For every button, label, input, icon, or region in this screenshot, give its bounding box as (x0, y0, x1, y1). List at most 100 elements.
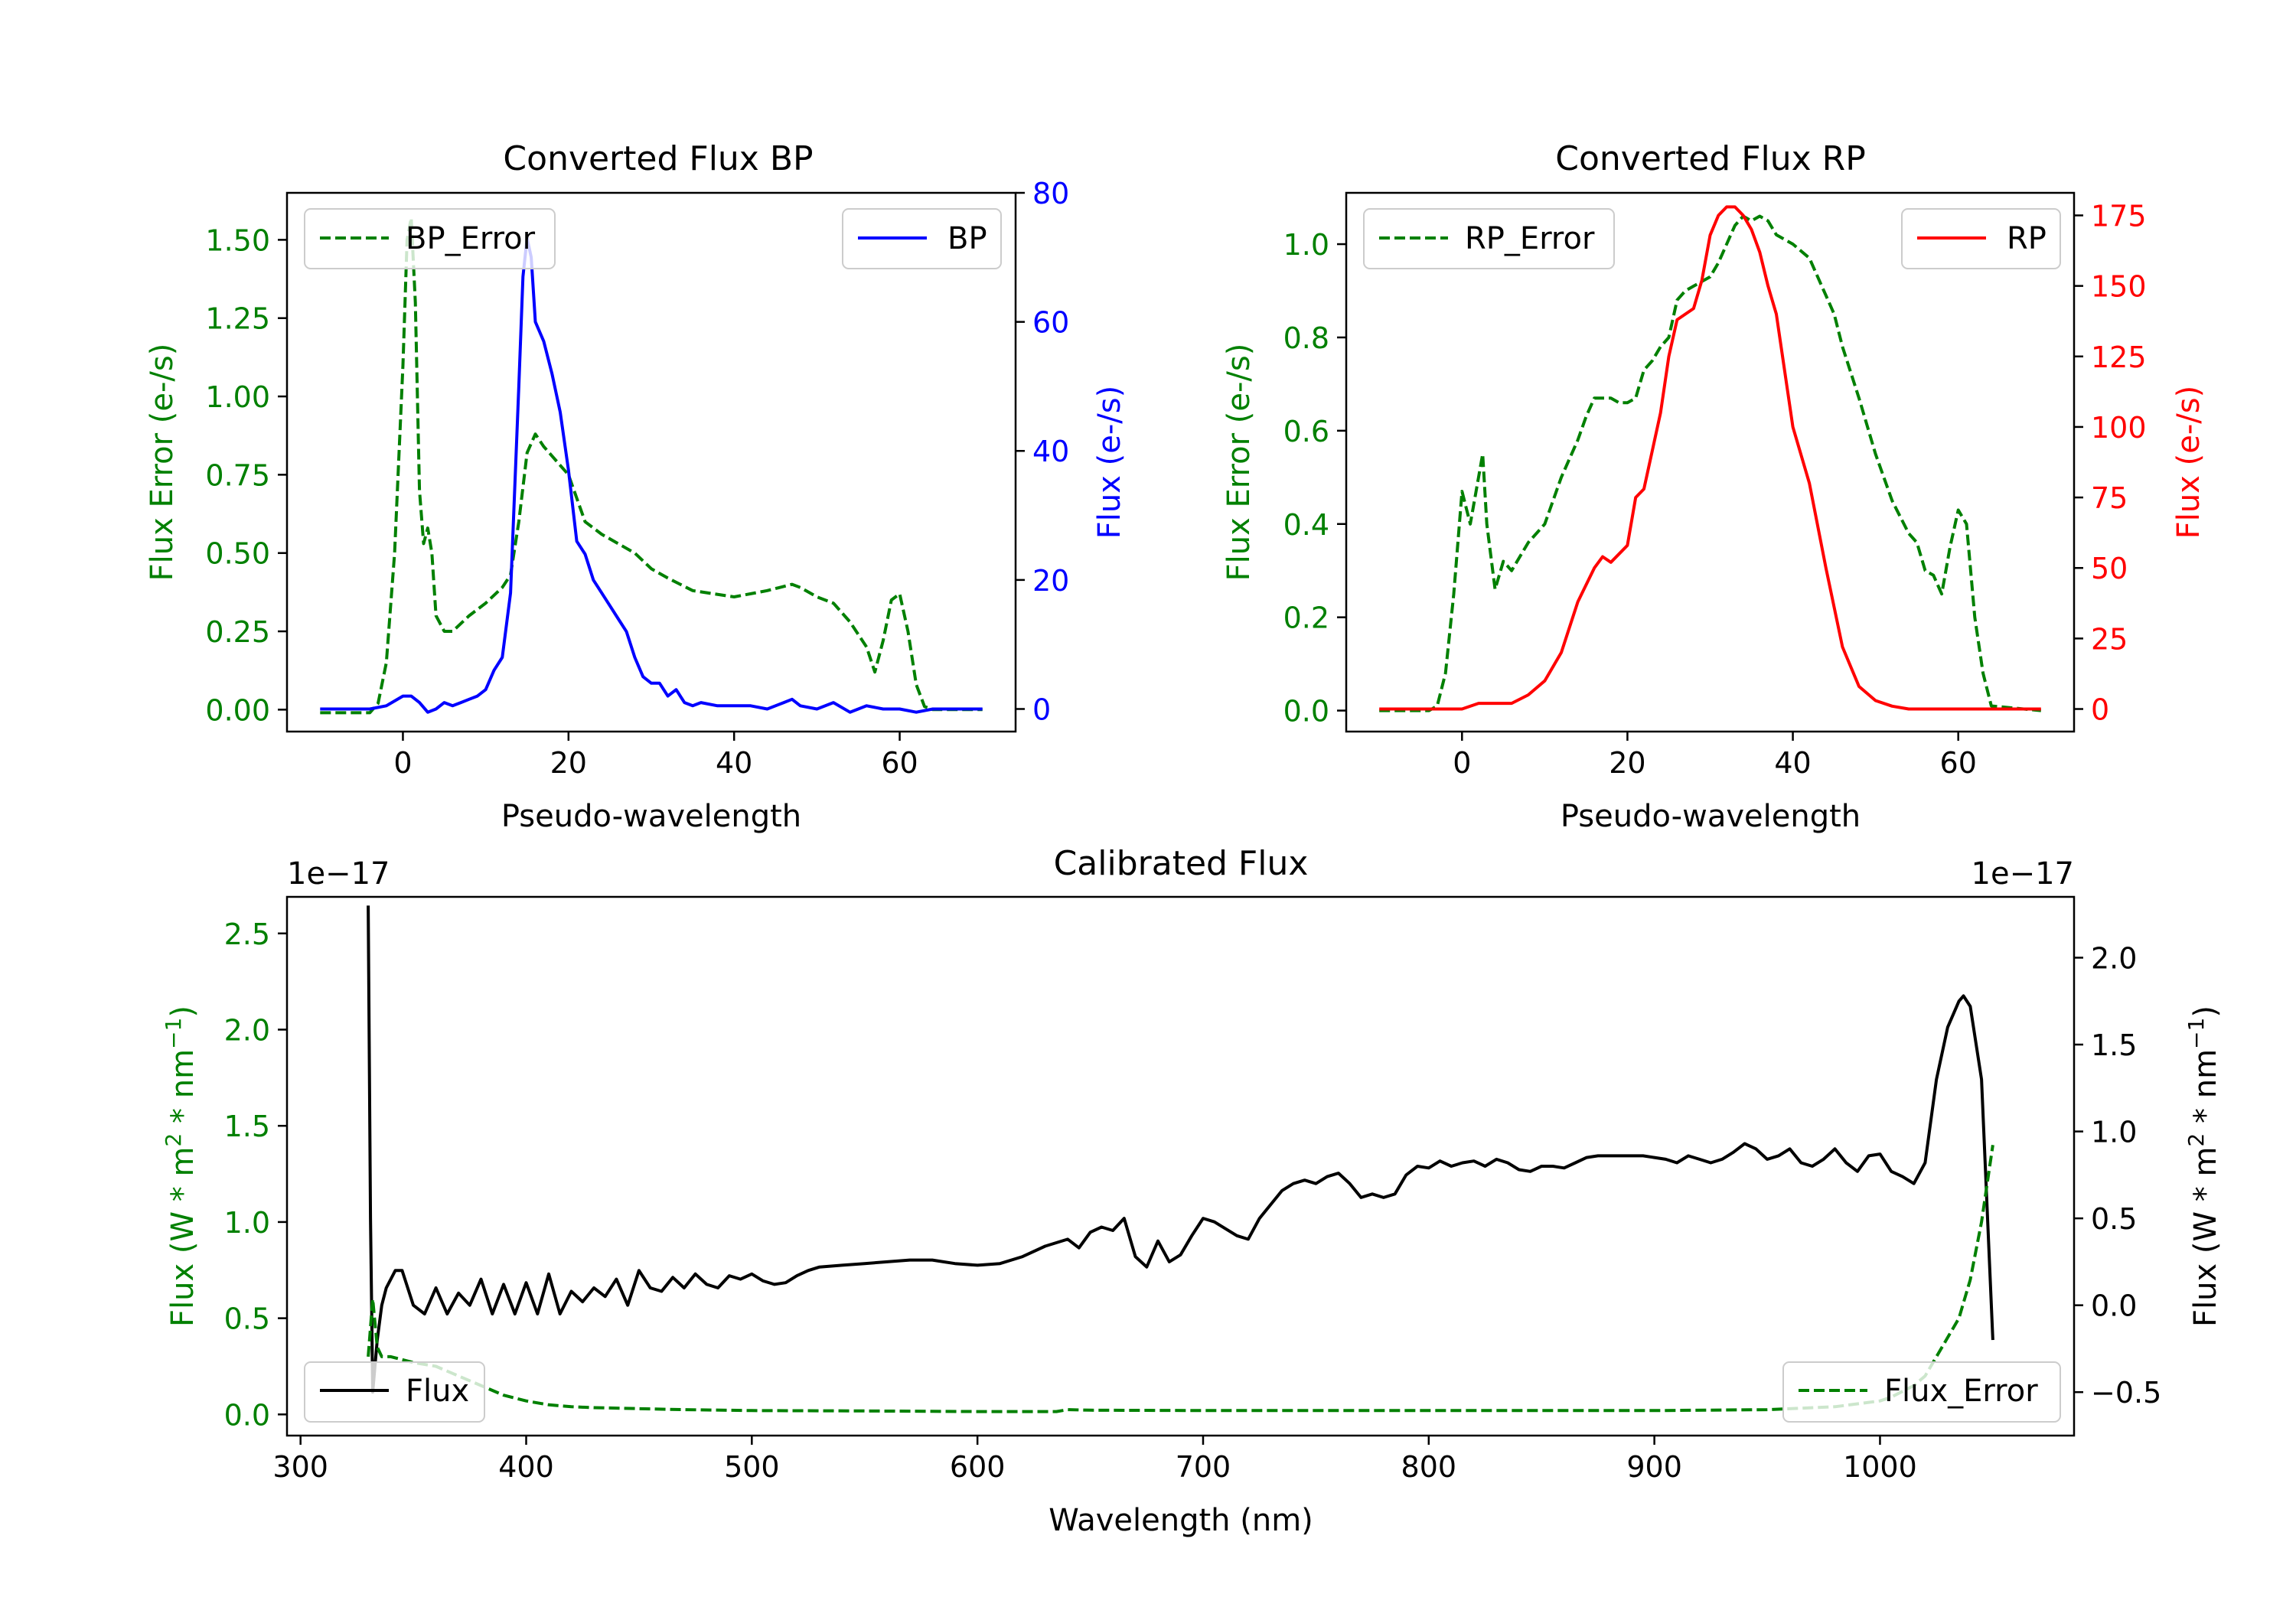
calibrated-left-ticks: 0.0 0.5 1.0 1.5 2.0 2.5 (224, 918, 287, 1432)
calibrated-right-tick-label: 2.0 (2091, 941, 2137, 975)
bp-x-axis-label: Pseudo-wavelength (501, 799, 801, 834)
calibrated-legend-left: Flux (304, 1361, 485, 1423)
rp-series-rp-error (1379, 214, 2041, 712)
bp-left-tick-label: 1.50 (205, 223, 270, 257)
calibrated-left-offset: 1e−17 (287, 856, 390, 892)
calibrated-legend-right: Flux_Error (1782, 1361, 2061, 1423)
rp-right-tick-label: 125 (2091, 341, 2147, 374)
rp-right-tick-label: 25 (2091, 622, 2128, 656)
rp-legend-left-label: RP_Error (1465, 221, 1595, 256)
rp-x-tick-label: 0 (1453, 746, 1471, 780)
calibrated-right-label-exp1: 2 (2183, 1133, 2209, 1147)
bp-right-tick-label: 20 (1032, 564, 1069, 598)
calibrated-left-tick-label: 0.0 (224, 1398, 270, 1432)
calibrated-left-tick-label: 2.0 (224, 1013, 270, 1047)
calibrated-left-label-mid: * nm (165, 1049, 201, 1133)
calibrated-right-tick-label: 0.0 (2091, 1289, 2137, 1323)
calibrated-x-ticks: 300 400 500 600 700 800 900 1000 (272, 1436, 1917, 1484)
rp-legend-left-box (1363, 208, 1615, 269)
calibrated-x-tick-label: 500 (724, 1450, 780, 1484)
calibrated-right-label-mid: * nm (2188, 1049, 2223, 1133)
calibrated-x-tick-label: 600 (950, 1450, 1006, 1484)
bp-left-tick-label: 0.25 (205, 615, 270, 649)
bp-legend-left-box (304, 208, 556, 269)
bp-series-bp (320, 236, 983, 714)
calibrated-right-tick-label: 0.5 (2091, 1202, 2137, 1236)
rp-x-tick-label: 20 (1609, 746, 1645, 780)
rp-right-axis-label: Flux (e-/s) (2171, 386, 2206, 539)
rp-right-tick-label: 150 (2091, 270, 2147, 304)
bp-series-bp-error (320, 216, 983, 715)
calibrated-x-axis-label: Wavelength (nm) (1049, 1503, 1313, 1538)
calibrated-left-tick-label: 2.5 (224, 918, 270, 951)
calibrated-panel: Calibrated Flux 1e−17 1e−17 300 400 500 600… (161, 844, 2224, 1538)
rp-right-tick-label: 100 (2091, 411, 2147, 445)
rp-legend-right: RP (1901, 208, 2061, 269)
calibrated-left-tick-label: 1.0 (224, 1206, 270, 1240)
rp-right-tick-label: 75 (2091, 481, 2128, 515)
rp-left-axis-label: Flux Error (e-/s) (1221, 344, 1257, 582)
calibrated-left-label-exp1: 2 (161, 1133, 186, 1147)
bp-panel: Converted Flux BP 0 20 40 60 0.000.250.500.… (145, 139, 1127, 834)
calibrated-legend-right-label: Flux_Error (1884, 1374, 2038, 1409)
calibrated-x-tick-label: 700 (1176, 1450, 1231, 1484)
bp-right-tick-label: 0 (1032, 693, 1051, 726)
calibrated-left-axis-label: Flux (W * m2 * nm−1) (161, 1006, 201, 1327)
calibrated-right-ticks: −0.5 0.0 0.5 1.0 1.5 2.0 (2074, 941, 2161, 1410)
bp-x-tick-label: 40 (716, 746, 752, 780)
calibrated-x-tick-label: 300 (272, 1450, 328, 1484)
calibrated-series-flux (367, 905, 1994, 1394)
calibrated-left-label-end: ) (165, 1006, 201, 1018)
rp-x-ticks: 0 20 40 60 (1453, 732, 1977, 780)
rp-plot-frame (1345, 191, 2076, 733)
rp-legend-right-label: RP (2007, 221, 2047, 256)
bp-left-tick-label: 1.00 (205, 380, 270, 414)
rp-title: Converted Flux RP (1555, 139, 1866, 178)
bp-x-ticks: 0 20 40 60 (393, 732, 918, 780)
calibrated-x-tick-label: 1000 (1843, 1450, 1917, 1484)
rp-legend-left: RP_Error (1363, 208, 1615, 269)
rp-right-tick-label: 0 (2091, 693, 2109, 727)
bp-series-group (320, 216, 983, 715)
calibrated-x-tick-label: 800 (1401, 1450, 1457, 1484)
bp-right-tick-label: 80 (1032, 177, 1069, 210)
calibrated-right-tick-label: 1.0 (2091, 1116, 2137, 1149)
bp-left-tick-label: 0.75 (205, 458, 270, 492)
bp-left-tick-label: 1.25 (205, 302, 270, 336)
rp-right-tick-label: 50 (2091, 552, 2128, 585)
rp-left-ticks: 0.0 0.2 0.4 0.6 0.8 1.0 (1283, 228, 1346, 729)
rp-left-tick-label: 0.8 (1283, 321, 1329, 355)
rp-series-group (1379, 205, 2041, 712)
rp-x-tick-label: 60 (1940, 746, 1977, 780)
calibrated-legend-left-box (304, 1361, 485, 1423)
calibrated-left-tick-label: 0.5 (224, 1302, 270, 1336)
rp-left-tick-label: 1.0 (1283, 228, 1329, 262)
rp-left-tick-label: 0.4 (1283, 508, 1329, 542)
bp-right-ticks: 0 20 40 60 80 (1016, 177, 1069, 726)
calibrated-x-tick-label: 400 (498, 1450, 554, 1484)
bp-x-tick-label: 60 (881, 746, 918, 780)
calibrated-x-tick-label: 900 (1626, 1450, 1682, 1484)
bp-left-tick-label: 0.50 (205, 537, 270, 571)
rp-panel: Converted Flux RP 0 20 40 60 0.00.20.40.60.… (1221, 139, 2206, 834)
bp-title: Converted Flux BP (503, 139, 813, 178)
bp-left-tick-label: 0.00 (205, 693, 270, 727)
bp-right-tick-label: 60 (1032, 306, 1069, 340)
calibrated-right-label-exp2: −1 (2183, 1018, 2209, 1049)
calibrated-left-label-base: Flux (W * m (165, 1147, 201, 1327)
bp-right-axis-label: Flux (e-/s) (1092, 386, 1127, 539)
bp-left-ticks: 0.00 0.25 0.50 0.75 1.00 1.25 1.50 (205, 223, 287, 727)
calibrated-legend-right-box (1782, 1361, 2061, 1423)
rp-x-axis-label: Pseudo-wavelength (1561, 799, 1861, 834)
rp-x-tick-label: 40 (1774, 746, 1811, 780)
bp-x-tick-label: 20 (550, 746, 587, 780)
bp-left-axis-label: Flux Error (e-/s) (145, 344, 180, 582)
rp-left-tick-label: 0.0 (1283, 695, 1329, 729)
calibrated-right-axis-label: Flux (W * m2 * nm−1) (2183, 1006, 2224, 1327)
bp-plot-frame (285, 191, 1017, 733)
calibrated-left-tick-label: 1.5 (224, 1110, 270, 1143)
rp-series-rp (1379, 205, 2041, 711)
calibrated-right-label-base: Flux (W * m (2188, 1147, 2223, 1327)
rp-left-tick-label: 0.2 (1283, 601, 1329, 635)
